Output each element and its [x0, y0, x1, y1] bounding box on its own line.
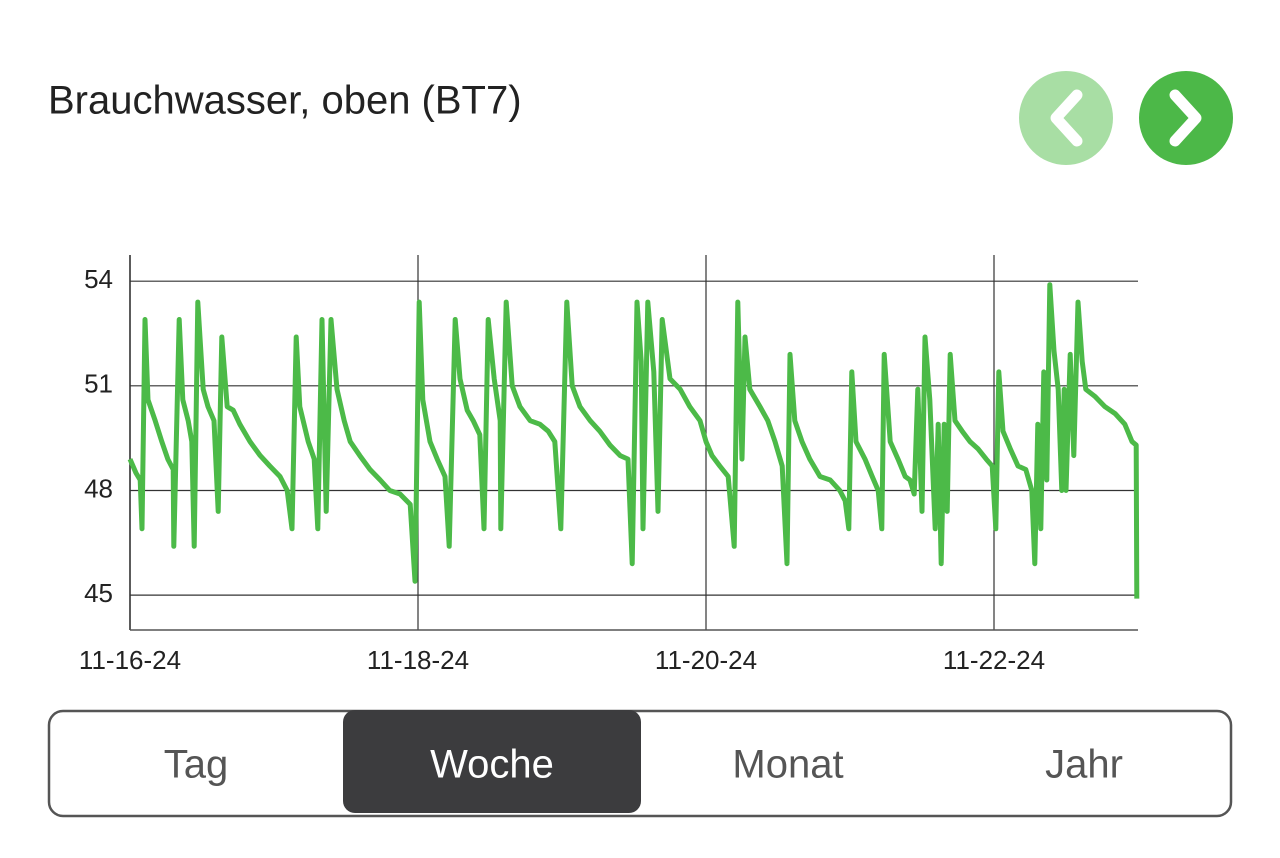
tab-label[interactable]: Woche [430, 743, 554, 787]
next-arrow[interactable] [1169, 89, 1202, 147]
tab-label[interactable]: Jahr [1045, 743, 1123, 787]
x-tick-label: 11-16-24 [79, 645, 181, 675]
y-tick-label: 51 [84, 369, 113, 399]
tabs: Tag Woche Monat Jahr [164, 710, 1123, 813]
prev-arrow[interactable] [1050, 89, 1083, 147]
tab[interactable]: Tag [164, 743, 229, 787]
prev-button[interactable] [1019, 71, 1113, 165]
tab-label[interactable]: Tag [164, 743, 229, 787]
tab-label[interactable]: Monat [732, 743, 843, 787]
next-circle[interactable] [1139, 71, 1233, 165]
prev-circle[interactable] [1019, 71, 1113, 165]
y-tick-label: 45 [84, 578, 113, 608]
next-button[interactable] [1139, 71, 1233, 165]
y-tick-label: 48 [84, 473, 113, 503]
tab[interactable]: Monat [732, 743, 843, 787]
tab[interactable]: Jahr [1045, 743, 1123, 787]
title: Brauchwasser, oben (BT7) [48, 79, 522, 123]
y-tick-label: 54 [84, 264, 113, 294]
x-tick-label: 11-22-24 [943, 645, 1045, 675]
data-line [127, 282, 1140, 599]
x-tick-label: 11-20-24 [655, 645, 757, 675]
x-tick-label: 11-18-24 [367, 645, 469, 675]
tab[interactable]: Woche [343, 710, 641, 813]
tab-selected[interactable] [343, 710, 641, 813]
chart: 45 48 51 54 11-16-24 11-18-24 11-20-24 11-22-24 [79, 255, 1140, 675]
